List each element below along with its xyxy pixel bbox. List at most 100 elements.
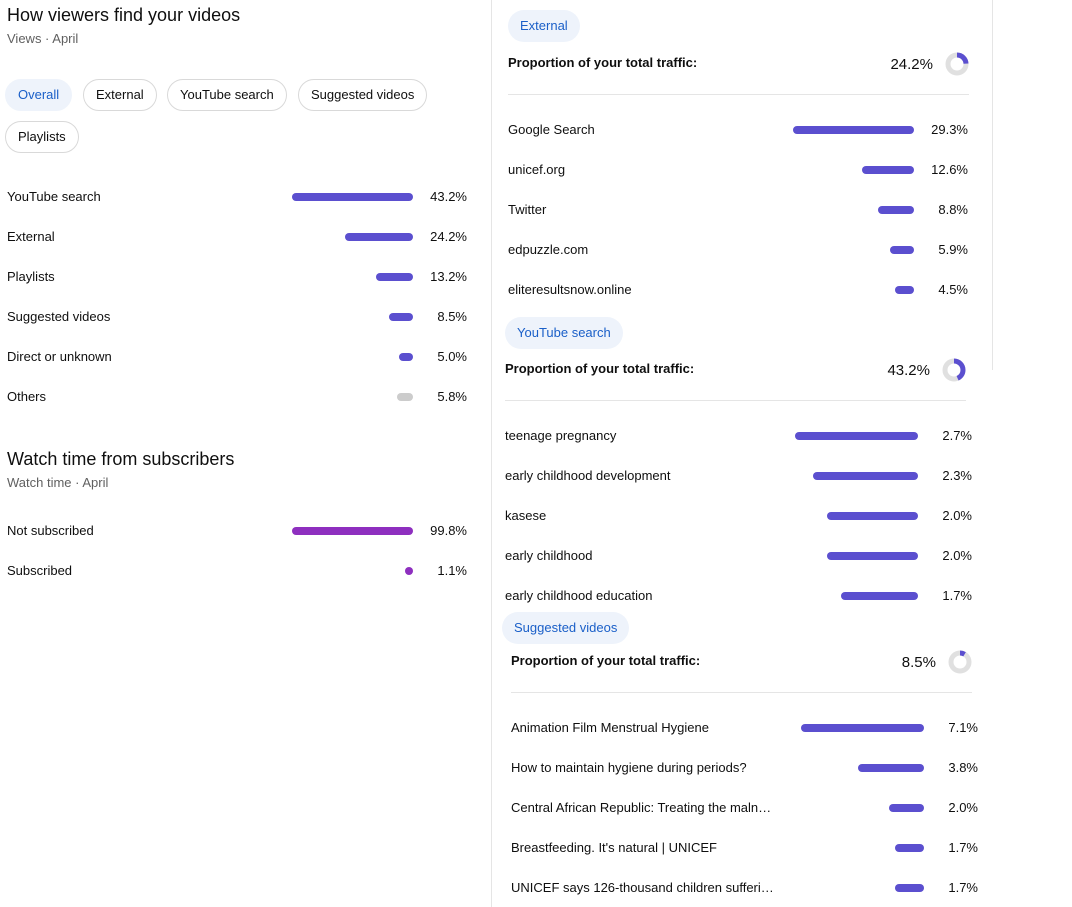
suggested-video-row-value: 1.7% (948, 880, 978, 895)
suggested-video-row-bar (894, 884, 924, 892)
chip-playlists[interactable]: Playlists (5, 121, 79, 153)
search-term-row-label: early childhood (505, 548, 593, 563)
external-row-bar (889, 246, 914, 254)
external-row[interactable]: Google Search 29.3% (508, 120, 968, 140)
subscriber-row-value: 99.8% (430, 523, 467, 538)
search-term-row[interactable]: kasese 2.0% (505, 506, 972, 526)
youtube-search-donut-icon (942, 358, 966, 382)
suggested-video-row[interactable]: Breastfeeding. It's natural | UNICEF 1.7% (511, 838, 978, 858)
suggested-donut-icon (948, 650, 972, 674)
external-row-label: edpuzzle.com (508, 242, 589, 257)
external-donut-icon (945, 52, 969, 76)
search-term-row-label: early childhood education (505, 588, 653, 603)
subscriber-row[interactable]: Subscribed 1.1% (7, 561, 467, 581)
external-row[interactable]: unicef.org 12.6% (508, 160, 968, 180)
traffic-row-value: 5.8% (437, 389, 467, 404)
external-divider (508, 94, 969, 95)
traffic-row-label: Direct or unknown (7, 349, 112, 364)
search-term-row-bar (826, 552, 918, 560)
suggested-chip[interactable]: Suggested videos (502, 612, 630, 644)
external-chip[interactable]: External (508, 10, 580, 42)
subscriber-row-label: Subscribed (7, 563, 73, 578)
youtube-search-proportion-label: Proportion of your total traffic: (505, 361, 695, 376)
external-proportion-value: 24.2% (890, 56, 933, 73)
chip-external[interactable]: External (83, 79, 157, 111)
suggested-video-row-label: How to maintain hygiene during periods? (511, 760, 747, 775)
suggested-divider (511, 692, 972, 693)
suggested-video-row-bar (889, 804, 924, 812)
search-term-row[interactable]: early childhood 2.0% (505, 546, 972, 566)
youtube-search-proportion-value: 43.2% (887, 362, 930, 379)
traffic-row-bar (396, 393, 413, 401)
suggested-video-row[interactable]: Animation Film Menstrual Hygiene 7.1% (511, 718, 978, 738)
suggested-video-row[interactable]: UNICEF says 126-thousand children suffer… (511, 878, 978, 898)
search-term-row-value: 2.7% (942, 428, 972, 443)
traffic-row-bar (345, 233, 413, 241)
suggested-video-row-value: 2.0% (948, 800, 978, 815)
external-row-value: 29.3% (931, 122, 968, 137)
external-row[interactable]: eliteresultsnow.online 4.5% (508, 280, 968, 300)
traffic-row[interactable]: Playlists 13.2% (7, 267, 467, 287)
chip-youtube-search[interactable]: YouTube search (167, 79, 287, 111)
youtube-search-chip[interactable]: YouTube search (505, 317, 623, 349)
subscribers-subtitle: Watch time · April (7, 475, 109, 490)
external-row[interactable]: Twitter 8.8% (508, 200, 968, 220)
suggested-video-row-value: 7.1% (948, 720, 978, 735)
search-term-row[interactable]: early childhood education 1.7% (505, 586, 972, 606)
traffic-row[interactable]: Suggested videos 8.5% (7, 307, 467, 327)
search-term-row-bar (826, 512, 918, 520)
traffic-row-value: 24.2% (430, 229, 467, 244)
traffic-row-bar (398, 353, 413, 361)
search-term-row[interactable]: early childhood development 2.3% (505, 466, 972, 486)
suggested-proportion-value: 8.5% (901, 654, 936, 671)
traffic-row-label: Suggested videos (7, 309, 111, 324)
suggested-video-row[interactable]: How to maintain hygiene during periods? 3… (511, 758, 978, 778)
search-term-row-value: 2.0% (942, 548, 972, 563)
subscriber-row-label: Not subscribed (7, 523, 94, 538)
chip-suggested-videos[interactable]: Suggested videos (298, 79, 428, 111)
suggested-video-row-label: Central African Republic: Treating the m… (511, 800, 772, 815)
suggested-proportion-label: Proportion of your total traffic: (511, 653, 701, 668)
traffic-row-value: 5.0% (437, 349, 467, 364)
external-row[interactable]: edpuzzle.com 5.9% (508, 240, 968, 260)
suggested-video-row-label: Breastfeeding. It's natural | UNICEF (511, 840, 718, 855)
traffic-row-value: 43.2% (430, 189, 467, 204)
search-term-row[interactable]: teenage pregnancy 2.7% (505, 426, 972, 446)
search-term-row-bar (813, 472, 918, 480)
suggested-video-row-label: UNICEF says 126-thousand children suffer… (511, 880, 774, 895)
traffic-row[interactable]: Others 5.8% (7, 387, 467, 407)
suggested-video-row-bar (894, 844, 924, 852)
external-row-label: Twitter (508, 202, 547, 217)
external-row-bar (877, 206, 914, 214)
search-term-row-label: teenage pregnancy (505, 428, 617, 443)
traffic-row-label: External (7, 229, 55, 244)
suggested-video-row-value: 3.8% (948, 760, 978, 775)
external-row-value: 12.6% (931, 162, 968, 177)
search-term-row-label: kasese (505, 508, 547, 523)
column-divider (491, 0, 492, 907)
external-row-bar (793, 126, 914, 134)
suggested-video-row[interactable]: Central African Republic: Treating the m… (511, 798, 978, 818)
search-term-row-bar (795, 432, 918, 440)
search-term-row-value: 2.0% (942, 508, 972, 523)
traffic-row[interactable]: YouTube search 43.2% (7, 187, 467, 207)
subscriber-row-value: 1.1% (437, 563, 467, 578)
traffic-title: How viewers find your videos (7, 5, 241, 25)
suggested-video-row-bar (858, 764, 924, 772)
external-row-label: eliteresultsnow.online (508, 282, 632, 297)
suggested-video-row-bar (801, 724, 924, 732)
chip-overall[interactable]: Overall (5, 79, 73, 111)
external-row-value: 5.9% (938, 242, 968, 257)
subscriber-row[interactable]: Not subscribed 99.8% (7, 521, 467, 541)
panel-edge (992, 0, 993, 370)
traffic-subtitle: Views · April (7, 31, 79, 46)
external-row-bar (861, 166, 914, 174)
traffic-row[interactable]: Direct or unknown 5.0% (7, 347, 467, 367)
traffic-row[interactable]: External 24.2% (7, 227, 467, 247)
subscriber-row-bar (292, 527, 413, 535)
external-row-value: 8.8% (938, 202, 968, 217)
traffic-row-label: Playlists (7, 269, 55, 284)
traffic-row-bar (376, 273, 413, 281)
external-row-label: Google Search (508, 122, 595, 137)
traffic-row-label: YouTube search (7, 189, 101, 204)
